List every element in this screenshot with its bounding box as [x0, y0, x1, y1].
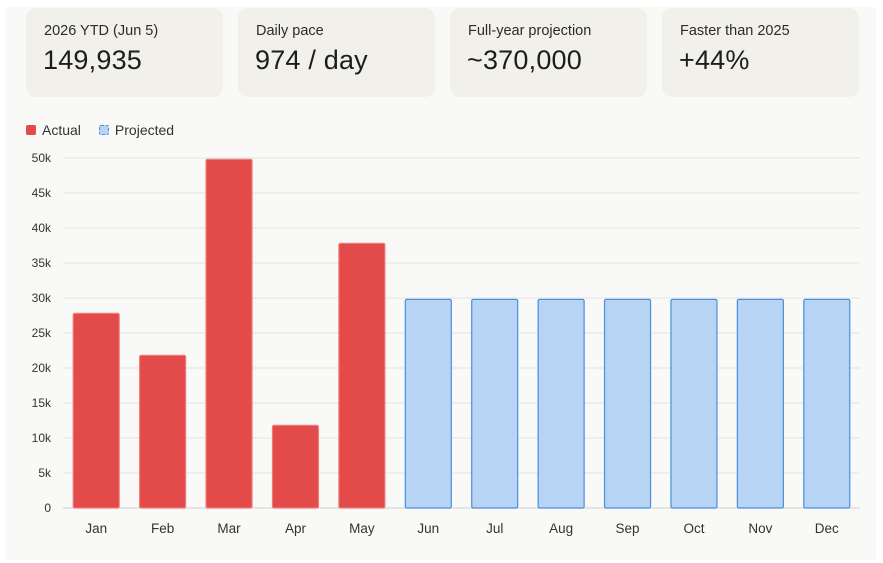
- y-tick-label: 50k: [32, 151, 52, 165]
- grid-lines: [63, 157, 860, 509]
- stat-label: 2026 YTD (Jun 5): [44, 23, 159, 39]
- legend-item-projected[interactable]: Projected: [98, 122, 175, 138]
- y-tick-label: 25k: [32, 326, 52, 340]
- y-tick-label: 35k: [32, 256, 52, 270]
- legend-label: Actual: [42, 122, 81, 138]
- bars: [72, 158, 851, 509]
- x-tick-label: Apr: [285, 521, 307, 536]
- y-tick-label: 0: [44, 501, 51, 515]
- legend-swatch-projected: [98, 125, 109, 135]
- bar-projected-sep[interactable]: [603, 298, 652, 509]
- stat-label: Full-year projection: [468, 23, 592, 39]
- y-tick-label: 15k: [32, 396, 52, 410]
- bar-actual-apr[interactable]: [271, 424, 320, 509]
- stat-label: Daily pace: [256, 23, 324, 39]
- stat-value: 149,935: [43, 45, 142, 75]
- stat-value: ~370,000: [467, 45, 582, 75]
- bar-projected-oct[interactable]: [670, 298, 718, 509]
- y-axis-ticks: 0 5k 10k 15k 20k 25k 30k 35k 40k 45k 50k: [32, 151, 52, 515]
- x-tick-label: May: [349, 521, 375, 536]
- stat-card-growth: Faster than 2025 +44%: [662, 8, 859, 97]
- bar-projected-jun[interactable]: [404, 298, 452, 509]
- x-tick-label: Jun: [417, 521, 439, 536]
- stat-value: 974 / day: [255, 45, 368, 75]
- chart-legend: Actual Projected: [26, 121, 192, 139]
- x-tick-label: Mar: [217, 521, 241, 536]
- legend-item-actual[interactable]: Actual: [26, 122, 81, 138]
- x-axis-ticks: Jan Feb Mar Apr May Jun Jul Aug Sep Oct Nov Dec: [85, 521, 839, 536]
- bar-actual-may[interactable]: [338, 242, 386, 509]
- bar-projected-aug[interactable]: [537, 298, 585, 509]
- x-tick-label: Dec: [815, 521, 839, 536]
- bar-actual-jan[interactable]: [72, 312, 120, 509]
- legend-label: Projected: [114, 122, 175, 138]
- stat-label: Faster than 2025: [680, 23, 790, 39]
- x-tick-label: Sep: [616, 521, 640, 536]
- y-tick-label: 20k: [32, 361, 52, 375]
- bar-actual-feb[interactable]: [139, 354, 187, 509]
- y-tick-label: 5k: [38, 466, 52, 480]
- bar-projected-nov[interactable]: [736, 298, 784, 509]
- y-tick-label: 40k: [32, 221, 52, 235]
- bar-projected-jul[interactable]: [471, 298, 519, 509]
- stat-card-ytd: 2026 YTD (Jun 5) 149,935: [26, 8, 223, 97]
- y-tick-label: 10k: [32, 431, 52, 445]
- stat-card-daily-pace: Daily pace 974 / day: [238, 8, 435, 97]
- y-tick-label: 30k: [32, 291, 52, 305]
- x-tick-label: Oct: [683, 521, 704, 536]
- legend-swatch-actual: [26, 125, 36, 135]
- x-tick-label: Aug: [549, 521, 573, 536]
- stat-cards: 2026 YTD (Jun 5) 149,935 Daily pace 974 …: [26, 8, 860, 97]
- bar-projected-dec[interactable]: [803, 298, 851, 509]
- x-tick-label: Feb: [151, 521, 174, 536]
- bar-actual-mar[interactable]: [205, 158, 253, 509]
- x-tick-label: Nov: [748, 521, 772, 536]
- stat-value: +44%: [679, 45, 750, 75]
- x-tick-label: Jan: [85, 521, 107, 536]
- stat-card-projection: Full-year projection ~370,000: [450, 8, 647, 97]
- y-tick-label: 45k: [32, 186, 52, 200]
- x-tick-label: Jul: [486, 521, 503, 536]
